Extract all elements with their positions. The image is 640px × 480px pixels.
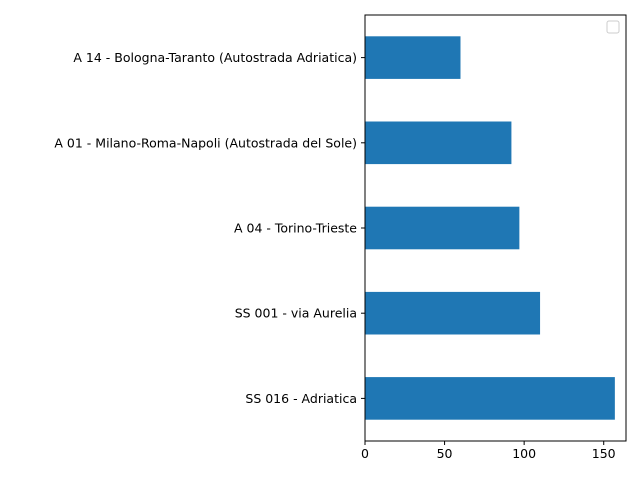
- x-tick-label: 100: [512, 446, 536, 461]
- bar: [365, 291, 541, 335]
- y-tick-label: SS 016 - Adriatica: [245, 391, 357, 406]
- bar: [365, 377, 615, 420]
- bars-group: [365, 36, 615, 420]
- x-tick-label: 0: [361, 446, 369, 461]
- bar: [365, 206, 520, 250]
- y-tick-label: A 04 - Torino-Trieste: [234, 221, 357, 236]
- x-tick-label: 150: [592, 446, 616, 461]
- legend-box: [606, 20, 620, 34]
- y-tick-labels: A 14 - Bologna-Taranto (Autostrada Adria…: [54, 50, 365, 406]
- bar: [365, 36, 461, 79]
- y-tick-label: A 01 - Milano-Roma-Napoli (Autostrada de…: [54, 135, 357, 150]
- x-tick-labels: 0 50 100 150: [361, 441, 616, 461]
- y-tick-label: SS 001 - via Aurelia: [235, 306, 357, 321]
- x-tick-label: 50: [437, 446, 453, 461]
- y-tick-label: A 14 - Bologna-Taranto (Autostrada Adria…: [73, 50, 357, 65]
- bar: [365, 121, 512, 165]
